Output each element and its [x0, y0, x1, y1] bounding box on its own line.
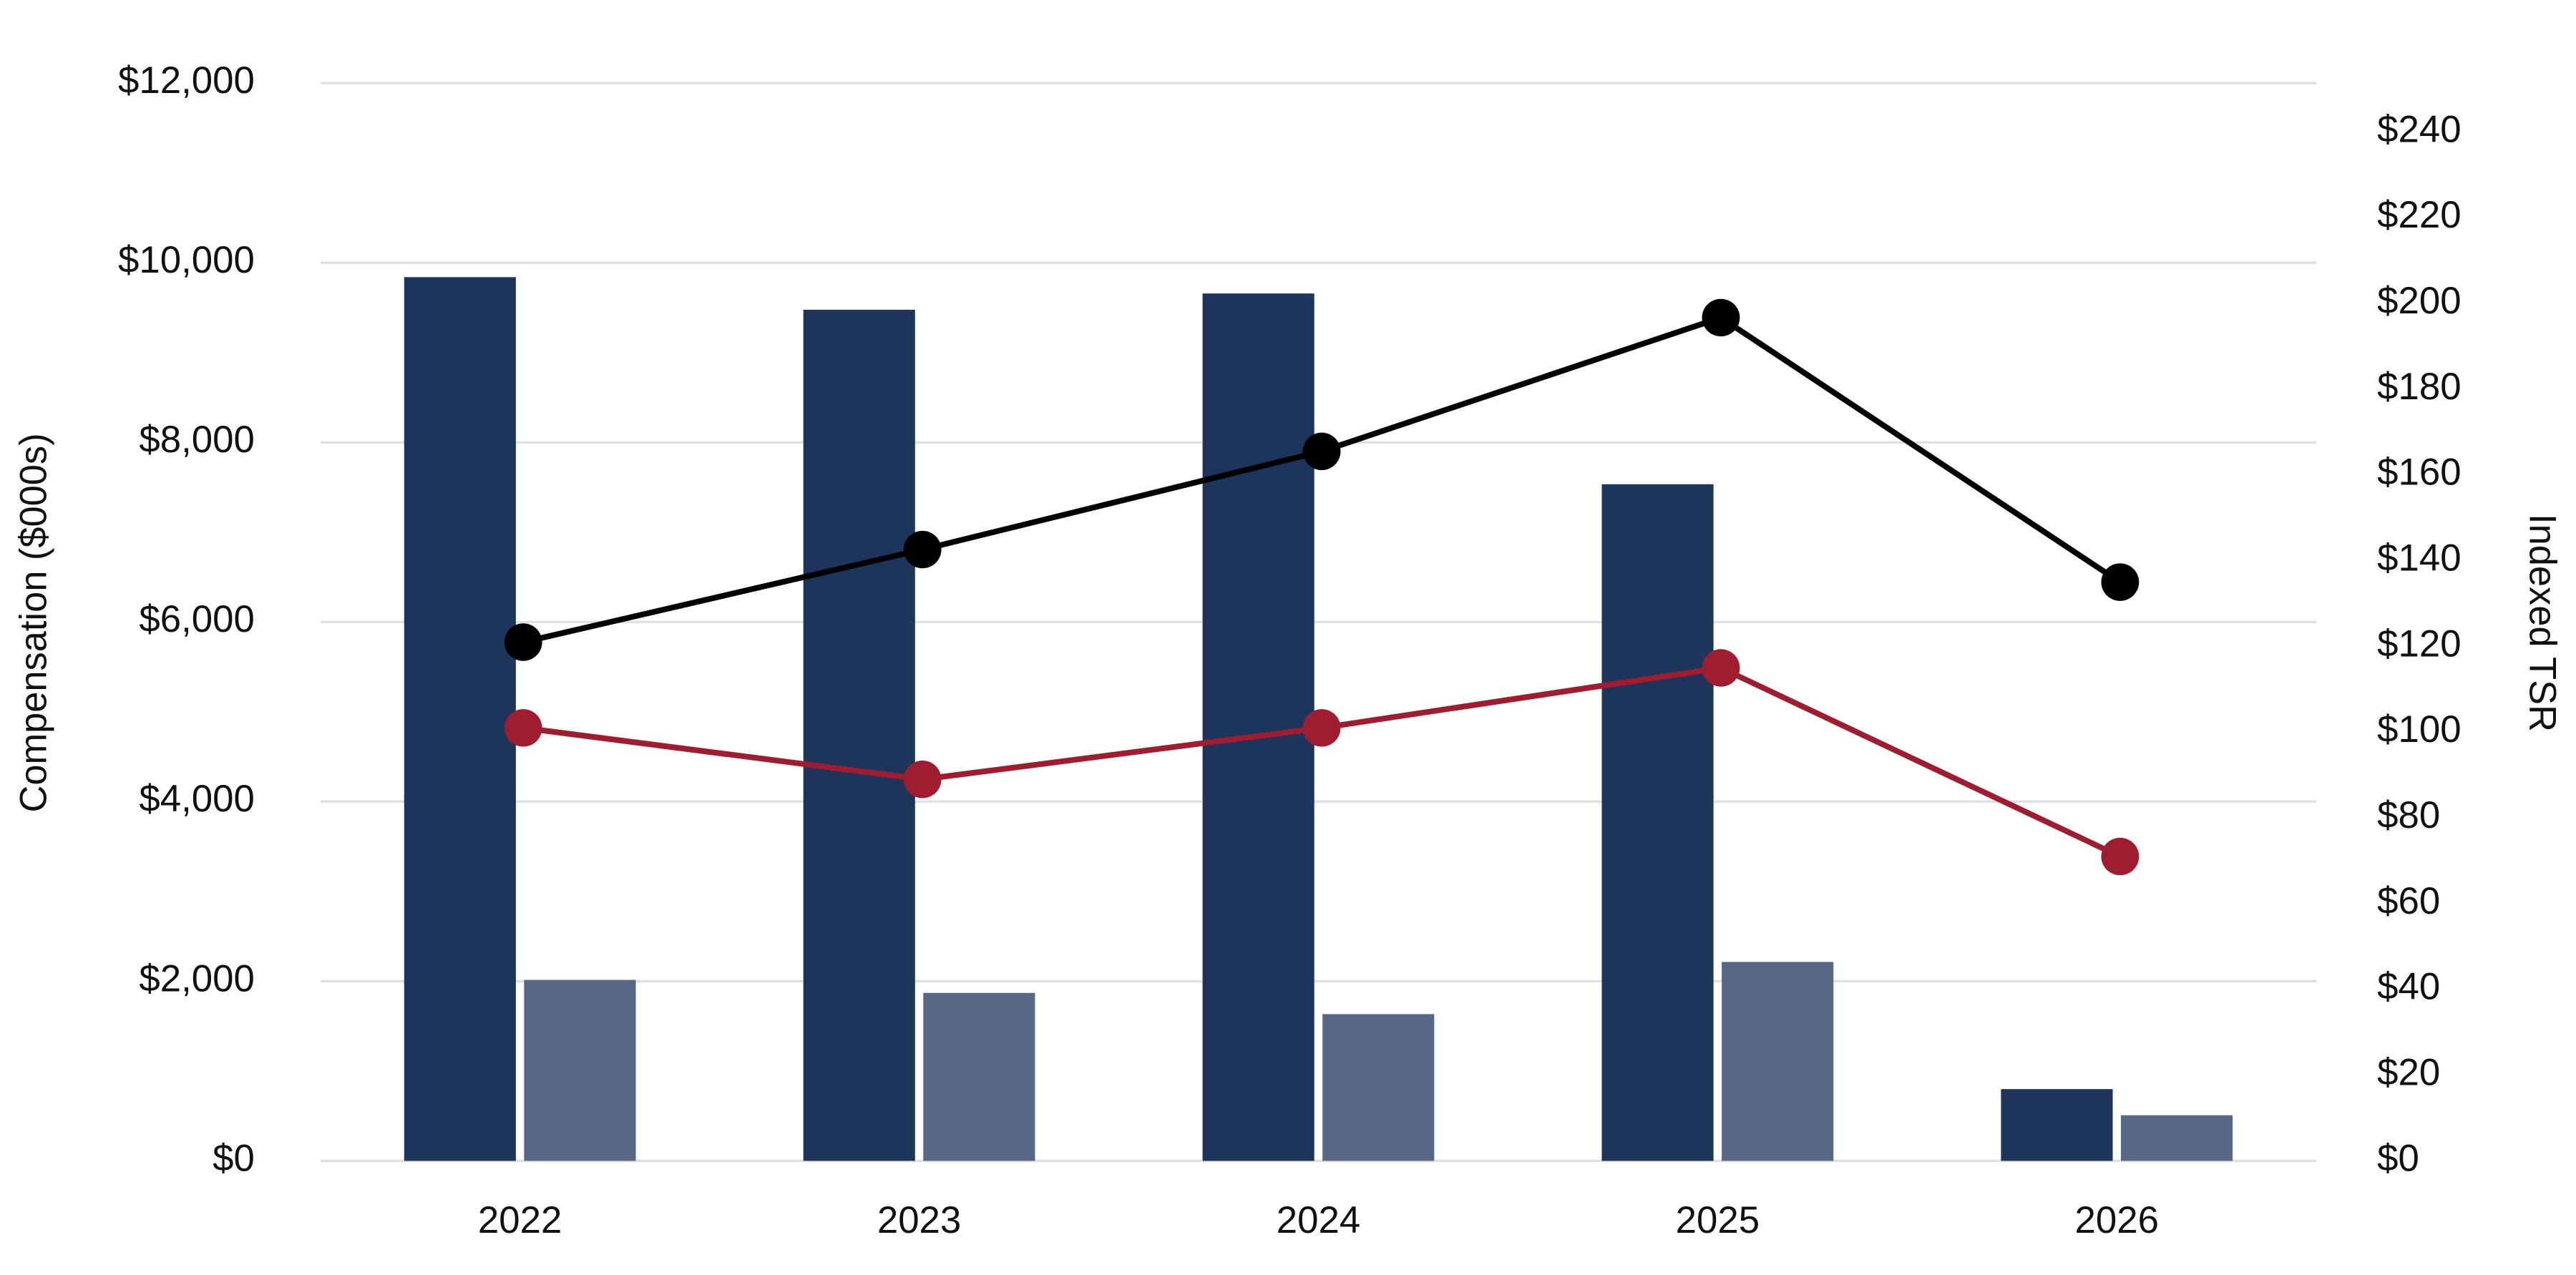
y2-tick-label: $240 [2377, 109, 2461, 151]
bar [1322, 1014, 1435, 1161]
bar [524, 980, 636, 1161]
bar [1202, 293, 1314, 1161]
line-point [1702, 649, 1740, 687]
line-point [2101, 837, 2140, 876]
y2-tick-label: $160 [2377, 451, 2461, 494]
x-tick-label: 2024 [1277, 1199, 1360, 1241]
y2-axis-title: Indexed TSR [2522, 514, 2564, 732]
line-point [1302, 432, 1341, 471]
y2-tick-label: $140 [2377, 537, 2461, 580]
y2-tick-label: $180 [2377, 366, 2461, 408]
x-tick-label: 2022 [478, 1199, 562, 1241]
y-tick-label: $8,000 [139, 419, 254, 461]
y-axis-title: Compensation ($000s) [12, 433, 54, 812]
line-point [1302, 709, 1341, 747]
y2-tick-label: $200 [2377, 280, 2461, 322]
line-point [1702, 298, 1740, 337]
y-tick-label: $6,000 [139, 598, 254, 640]
line-point [504, 623, 542, 661]
line-point [2101, 563, 2140, 601]
x-tick-label: 2025 [1676, 1199, 1760, 1241]
y2-tick-label: $220 [2377, 194, 2461, 236]
line [522, 314, 2122, 645]
line-point [504, 709, 542, 747]
y-tick-label: $12,000 [118, 59, 255, 102]
bar [1722, 962, 1834, 1161]
line-point [903, 761, 942, 798]
bar [923, 992, 1035, 1161]
bar [2121, 1115, 2233, 1161]
y2-tick-label: $40 [2377, 966, 2440, 1008]
line-point [903, 530, 942, 569]
y-tick-label: $2,000 [139, 957, 254, 1000]
y-tick-label: $4,000 [139, 778, 254, 820]
bar [2001, 1089, 2113, 1161]
bar [803, 309, 915, 1161]
y-tick-label: $10,000 [118, 239, 255, 281]
bar [404, 277, 516, 1161]
x-tick-label: 2026 [2075, 1199, 2159, 1241]
x-tick-label: 2023 [877, 1199, 961, 1241]
y2-tick-label: $120 [2377, 623, 2461, 665]
y2-tick-label: $80 [2377, 794, 2440, 836]
y2-tick-label: $100 [2377, 708, 2461, 751]
y-tick-label: $0 [213, 1138, 255, 1180]
y2-tick-label: $60 [2377, 880, 2440, 922]
bar [1601, 484, 1714, 1161]
y2-tick-label: $20 [2377, 1052, 2440, 1094]
line [522, 665, 2122, 859]
y2-tick-label: $0 [2377, 1138, 2419, 1180]
